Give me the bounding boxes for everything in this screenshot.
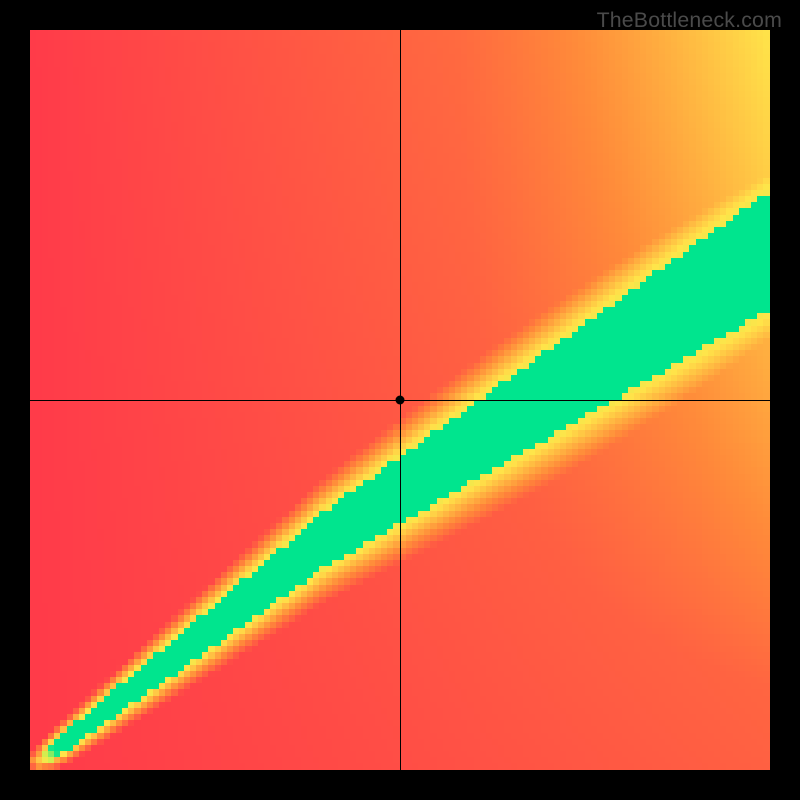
heatmap-plot-area [30, 30, 770, 770]
chart-container: TheBottleneck.com [0, 0, 800, 800]
data-point-marker [396, 396, 405, 405]
watermark-text: TheBottleneck.com [597, 8, 782, 33]
